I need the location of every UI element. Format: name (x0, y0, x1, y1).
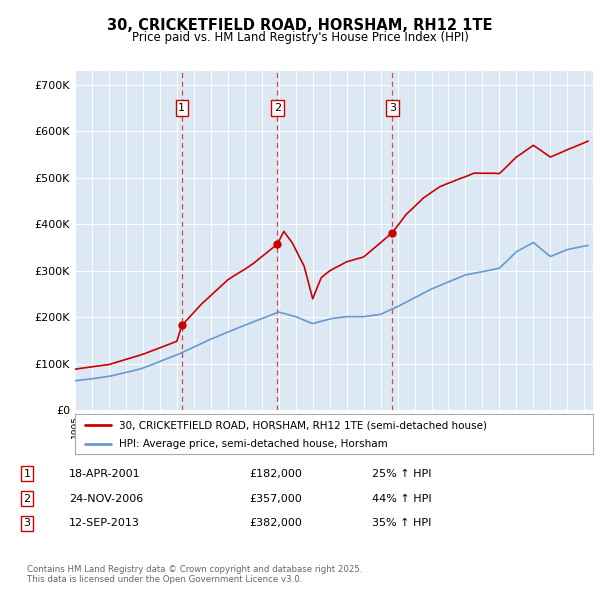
Text: 44% ↑ HPI: 44% ↑ HPI (372, 494, 431, 503)
Text: £382,000: £382,000 (249, 519, 302, 528)
Text: Contains HM Land Registry data © Crown copyright and database right 2025.
This d: Contains HM Land Registry data © Crown c… (27, 565, 362, 584)
Text: 2: 2 (274, 103, 281, 113)
Text: 18-APR-2001: 18-APR-2001 (69, 469, 140, 478)
Text: £182,000: £182,000 (249, 469, 302, 478)
Text: 3: 3 (389, 103, 396, 113)
Text: 12-SEP-2013: 12-SEP-2013 (69, 519, 140, 528)
Text: £357,000: £357,000 (249, 494, 302, 503)
Text: Price paid vs. HM Land Registry's House Price Index (HPI): Price paid vs. HM Land Registry's House … (131, 31, 469, 44)
Text: HPI: Average price, semi-detached house, Horsham: HPI: Average price, semi-detached house,… (119, 440, 388, 449)
Text: 3: 3 (23, 519, 31, 528)
Text: 25% ↑ HPI: 25% ↑ HPI (372, 469, 431, 478)
Text: 30, CRICKETFIELD ROAD, HORSHAM, RH12 1TE (semi-detached house): 30, CRICKETFIELD ROAD, HORSHAM, RH12 1TE… (119, 420, 487, 430)
Text: 30, CRICKETFIELD ROAD, HORSHAM, RH12 1TE: 30, CRICKETFIELD ROAD, HORSHAM, RH12 1TE (107, 18, 493, 32)
Text: 2: 2 (23, 494, 31, 503)
Text: 1: 1 (23, 469, 31, 478)
Text: 24-NOV-2006: 24-NOV-2006 (69, 494, 143, 503)
Text: 1: 1 (178, 103, 185, 113)
Text: 35% ↑ HPI: 35% ↑ HPI (372, 519, 431, 528)
